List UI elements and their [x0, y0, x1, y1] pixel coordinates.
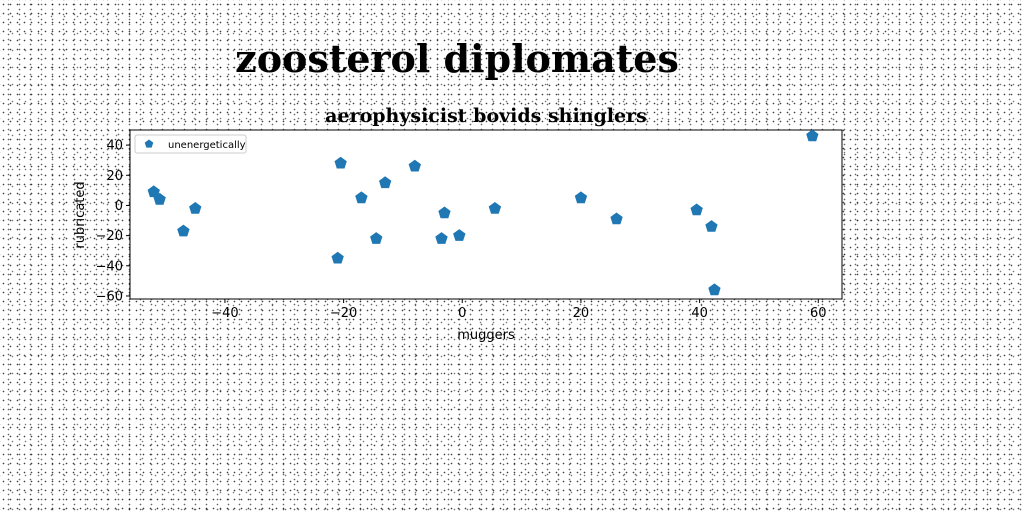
- data-point: [690, 203, 703, 216]
- x-tick-label: −20: [330, 306, 357, 321]
- x-axis-label: muggers: [457, 328, 515, 343]
- data-point: [610, 212, 623, 225]
- legend-marker-icon: [144, 139, 154, 148]
- data-point: [189, 202, 202, 214]
- data-point: [355, 191, 368, 204]
- data-point: [453, 229, 466, 241]
- data-point: [379, 176, 392, 189]
- x-tick-label: 0: [458, 306, 466, 321]
- data-point: [334, 156, 347, 169]
- y-tick-label: −40: [96, 259, 123, 274]
- legend-label: unenergetically: [168, 140, 246, 151]
- data-point: [435, 232, 448, 244]
- data-point: [708, 283, 721, 296]
- y-tick-label: 40: [106, 139, 123, 154]
- figure-title: zoosterol diplomates: [235, 36, 679, 81]
- data-point: [370, 232, 383, 244]
- y-tick-label: −60: [96, 289, 123, 304]
- legend-box: [134, 134, 247, 154]
- x-tick-label: 60: [810, 306, 827, 321]
- y-tick-label: 20: [106, 169, 123, 184]
- data-point: [438, 206, 451, 219]
- y-axis-label: rubricated: [73, 181, 88, 248]
- data-point: [177, 224, 190, 237]
- data-point: [488, 202, 502, 214]
- chart-title: aerophysicist bovids shinglers: [325, 105, 647, 127]
- data-point: [806, 129, 819, 142]
- data-point: [331, 251, 344, 264]
- x-tick-label: 40: [691, 306, 708, 321]
- data-point: [705, 220, 718, 232]
- data-point: [153, 192, 166, 205]
- data-point: [408, 159, 421, 172]
- legend: unenergetically: [134, 134, 247, 154]
- x-tick-label: 20: [573, 306, 590, 321]
- data-point: [574, 191, 588, 204]
- y-tick-label: 0: [115, 199, 123, 214]
- plot-area: [129, 129, 843, 300]
- x-tick-label: −40: [211, 306, 238, 321]
- y-tick-label: −20: [96, 229, 123, 244]
- data-point: [147, 185, 160, 198]
